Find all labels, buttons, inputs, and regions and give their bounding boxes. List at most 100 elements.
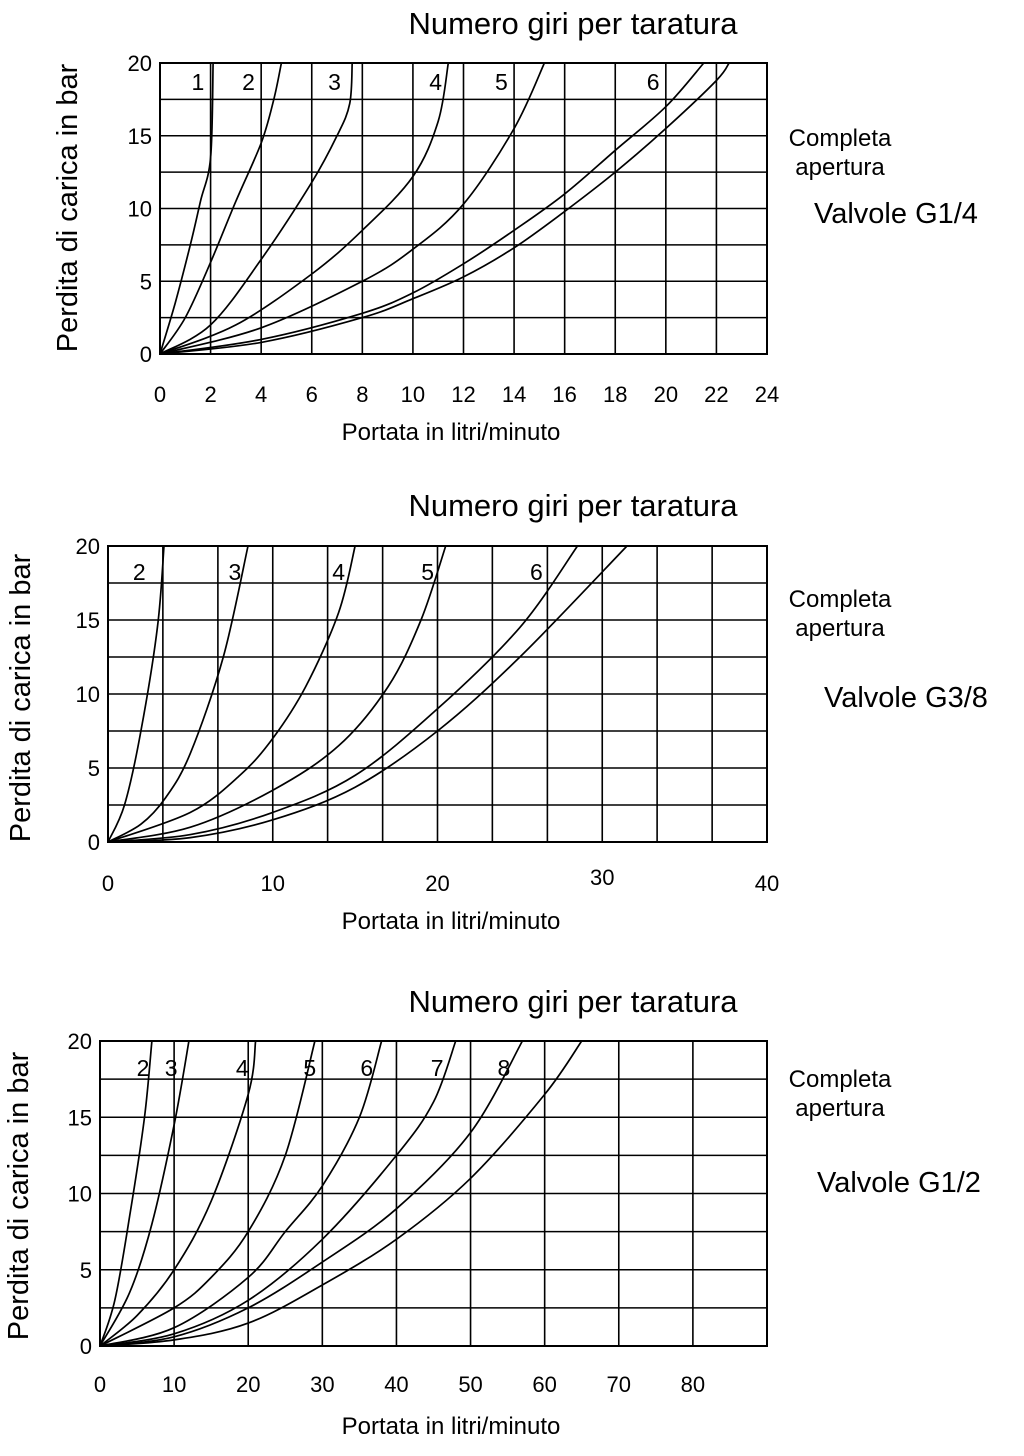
valve-type-label: Valvole G1/2 — [817, 1167, 981, 1199]
curve-label-4: 4 — [236, 1055, 249, 1081]
note-line-apertura: apertura — [795, 615, 885, 642]
x-tick-label: 40 — [384, 1372, 408, 1397]
x-tick-label: 10 — [162, 1372, 186, 1397]
chart-title: Numero giri per taratura — [408, 488, 738, 523]
y-tick-label: 20 — [128, 51, 152, 76]
y-tick-label: 10 — [76, 682, 100, 707]
chart-title: Numero giri per taratura — [408, 984, 738, 1019]
x-tick-label: 16 — [552, 382, 576, 407]
curve-setting-2 — [107, 545, 165, 843]
x-tick-label: 0 — [102, 871, 114, 896]
curve-label-6: 6 — [530, 559, 543, 585]
curve-setting-5 — [107, 545, 447, 843]
curve-setting-3 — [99, 1040, 190, 1347]
curve-label-1: 1 — [192, 69, 205, 95]
grid — [107, 545, 768, 843]
curves — [99, 1040, 583, 1347]
x-tick-label: 50 — [458, 1372, 482, 1397]
grid — [159, 62, 768, 355]
curve-full-open — [107, 545, 628, 843]
curve-full-open — [99, 1040, 583, 1347]
x-tick-label: 10 — [401, 382, 425, 407]
y-tick-label: 5 — [140, 269, 152, 294]
curve-label-5: 5 — [495, 69, 508, 95]
curve-labels: 1 2 3 4 5 6 — [192, 69, 660, 95]
curve-setting-6 — [159, 62, 705, 355]
x-tick-label: 8 — [356, 382, 368, 407]
x-tick-label: 20 — [236, 1372, 260, 1397]
curve-label-3: 3 — [328, 69, 341, 95]
x-tick-label: 0 — [154, 382, 166, 407]
y-tick-label: 0 — [80, 1334, 92, 1359]
x-tick-label: 2 — [204, 382, 216, 407]
chart-title: Numero giri per taratura — [408, 6, 738, 41]
curve-label-4: 4 — [429, 69, 442, 95]
x-tick-label: 4 — [255, 382, 267, 407]
y-tick-label: 20 — [76, 534, 100, 559]
x-tick-label: 14 — [502, 382, 526, 407]
x-tick-label: 70 — [607, 1372, 631, 1397]
y-tick-label: 10 — [128, 197, 152, 222]
plot-frame — [107, 545, 768, 843]
y-axis-label: Perdita di carica in bar — [5, 553, 37, 842]
curve-label-2: 2 — [137, 1055, 150, 1081]
x-tick-label: 6 — [306, 382, 318, 407]
x-tick-label: 60 — [532, 1372, 556, 1397]
chart-valvole-g1-4: Numero giri per taratura Perdita di cari… — [52, 6, 978, 446]
valve-type-label: Valvole G3/8 — [824, 682, 988, 714]
note-line-completa: Completa — [789, 586, 892, 613]
y-tick-label: 10 — [68, 1182, 92, 1207]
plot-frame — [159, 62, 768, 355]
y-tick-label: 15 — [68, 1105, 92, 1130]
y-tick-label: 5 — [88, 756, 100, 781]
curve-setting-4 — [107, 545, 356, 843]
curve-setting-2 — [99, 1040, 153, 1347]
x-axis-label: Portata in litri/minuto — [342, 1413, 561, 1440]
curve-setting-3 — [159, 62, 354, 355]
curve-label-6: 6 — [360, 1055, 373, 1081]
x-axis-label: Portata in litri/minuto — [342, 419, 561, 446]
note-line-completa: Completa — [789, 125, 892, 152]
x-tick-label: 0 — [94, 1372, 106, 1397]
x-tick-label: 18 — [603, 382, 627, 407]
curve-label-2: 2 — [242, 69, 255, 95]
x-tick-label: 30 — [590, 865, 614, 890]
curve-setting-3 — [107, 545, 249, 843]
curve-label-4: 4 — [332, 559, 345, 585]
y-axis-label: Perdita di carica in bar — [52, 63, 84, 352]
valve-type-label: Valvole G1/4 — [814, 198, 978, 230]
tick-labels: 0 5 10 15 20 0 10 20 30 40 — [76, 534, 780, 896]
curve-full-open — [159, 62, 730, 355]
curve-setting-2 — [159, 62, 283, 355]
x-tick-label: 80 — [681, 1372, 705, 1397]
y-tick-label: 15 — [128, 124, 152, 149]
x-tick-label: 40 — [755, 871, 779, 896]
curve-label-5: 5 — [421, 559, 434, 585]
curve-setting-6 — [99, 1040, 383, 1347]
x-tick-label: 24 — [755, 382, 779, 407]
curve-setting-6 — [107, 545, 579, 843]
y-tick-label: 15 — [76, 608, 100, 633]
curve-setting-5 — [99, 1040, 316, 1347]
curve-setting-4 — [159, 62, 450, 355]
x-tick-label: 30 — [310, 1372, 334, 1397]
curves — [159, 62, 730, 355]
curve-setting-5 — [159, 62, 546, 355]
curve-setting-1 — [159, 62, 214, 355]
note-line-completa: Completa — [789, 1066, 892, 1093]
x-tick-label: 10 — [261, 871, 285, 896]
curve-label-7: 7 — [431, 1055, 444, 1081]
y-tick-label: 5 — [80, 1258, 92, 1283]
y-axis-label: Perdita di carica in bar — [3, 1051, 35, 1340]
chart-valvole-g1-2: Numero giri per taratura Perdita di cari… — [3, 984, 981, 1440]
x-tick-label: 20 — [425, 871, 449, 896]
note-line-apertura: apertura — [795, 154, 885, 181]
x-axis-label: Portata in litri/minuto — [342, 908, 561, 935]
x-tick-label: 22 — [704, 382, 728, 407]
curve-label-8: 8 — [498, 1055, 511, 1081]
curve-labels: 2 3 4 5 6 — [133, 559, 543, 585]
grid — [99, 1040, 768, 1347]
